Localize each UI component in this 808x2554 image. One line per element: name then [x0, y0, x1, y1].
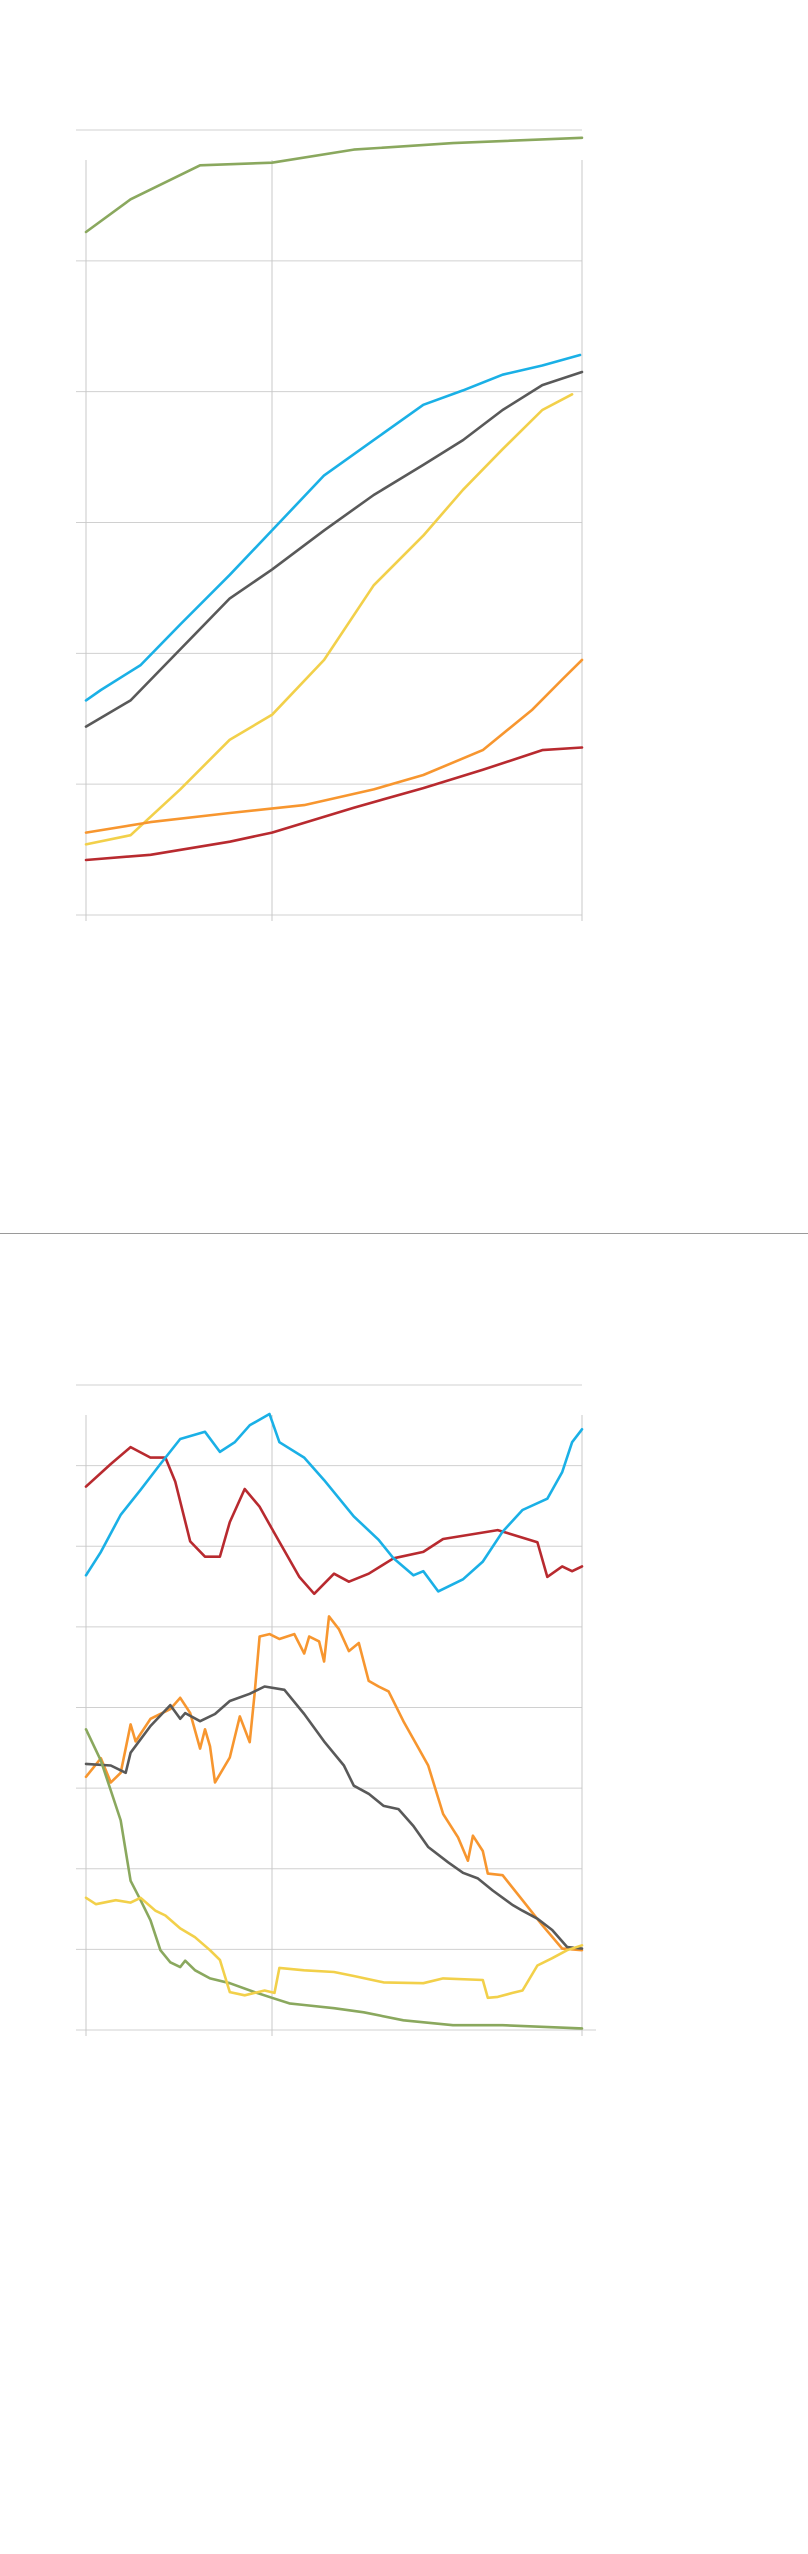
series-line-5 — [84, 746, 584, 862]
series-line-4 — [84, 1728, 584, 2030]
line-chart-bottom — [76, 1384, 596, 2036]
series-line-3 — [84, 1685, 584, 1950]
series-line-2 — [84, 370, 584, 728]
series-line-1 — [84, 1412, 584, 1593]
chart-divider — [0, 1233, 808, 1234]
series-line-0 — [84, 136, 584, 234]
series-line-2 — [84, 1615, 584, 1952]
series-line-4 — [84, 658, 584, 834]
series-line-1 — [84, 353, 582, 702]
series-line-5 — [84, 1896, 584, 2000]
series-line-0 — [84, 1445, 584, 1596]
line-chart-top — [76, 129, 584, 921]
series-line-3 — [84, 393, 574, 846]
